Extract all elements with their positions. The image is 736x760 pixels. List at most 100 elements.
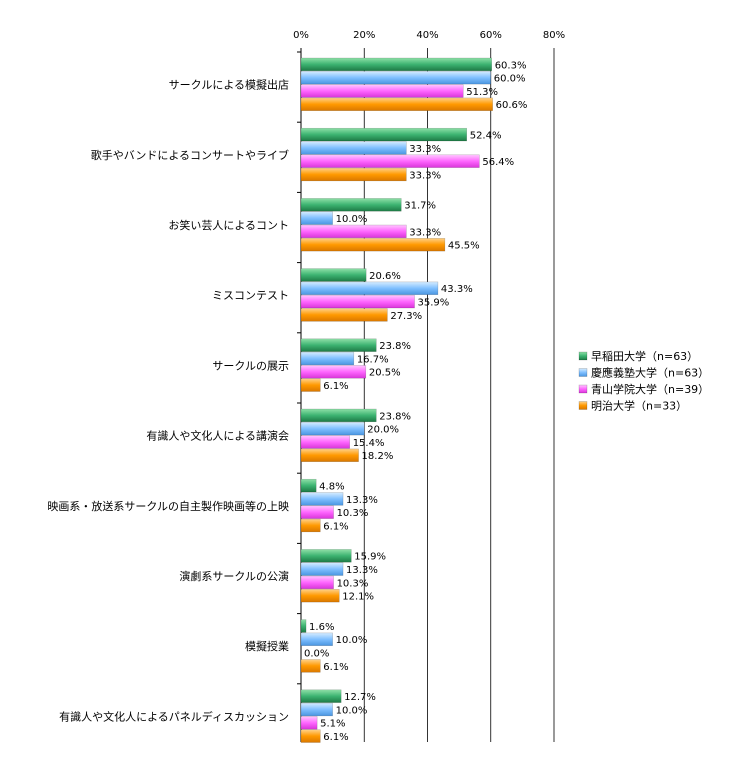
bar bbox=[300, 492, 344, 506]
bar bbox=[300, 84, 464, 98]
bar bbox=[300, 518, 321, 533]
bar bbox=[300, 154, 480, 168]
x-tick-label: 40% bbox=[416, 30, 438, 41]
legend: 早稲田大学（n=63） 慶應義塾大学（n=63） 青山学院大学（n=39） 明治大学（… bbox=[578, 349, 709, 413]
data-label: 23.8% bbox=[379, 411, 411, 422]
legend-label: 青山学院大学（n=39） bbox=[591, 382, 709, 396]
category-label: 有識人や文化人によるパネルディスカッション bbox=[59, 709, 289, 723]
category-label: 有識人や文化人による講演会 bbox=[146, 429, 289, 443]
legend-label: 早稲田大学（n=63） bbox=[591, 349, 698, 363]
bar bbox=[300, 294, 415, 309]
data-label: 45.5% bbox=[448, 241, 480, 252]
data-label: 43.3% bbox=[441, 284, 473, 295]
x-tick-label: 20% bbox=[353, 30, 375, 41]
bar bbox=[300, 659, 321, 673]
category-label: 模擬授業 bbox=[245, 639, 289, 653]
data-label: 16.7% bbox=[357, 354, 389, 365]
bar bbox=[300, 57, 492, 72]
category-label: お笑い芸人によるコント bbox=[168, 218, 289, 232]
data-label: 20.5% bbox=[369, 368, 401, 379]
legend-swatch bbox=[578, 401, 588, 410]
category-label: ミスコンテスト bbox=[212, 289, 289, 302]
x-tick-label: 0% bbox=[293, 30, 309, 41]
data-label: 20.6% bbox=[369, 271, 401, 282]
bar bbox=[300, 97, 493, 111]
category-label: サークルによる模擬出店 bbox=[169, 78, 289, 92]
data-label: 10.0% bbox=[336, 635, 368, 646]
data-label: 10.0% bbox=[336, 214, 368, 225]
data-label: 10.0% bbox=[336, 705, 368, 716]
data-label: 35.9% bbox=[418, 298, 450, 309]
bar bbox=[300, 562, 344, 576]
data-label: 12.1% bbox=[342, 592, 374, 603]
bar bbox=[300, 422, 365, 436]
bar bbox=[300, 435, 350, 449]
data-label: 10.3% bbox=[337, 578, 369, 589]
data-label: 27.3% bbox=[390, 311, 422, 322]
legend-swatch bbox=[578, 368, 588, 377]
data-label: 15.4% bbox=[353, 438, 385, 449]
bar bbox=[300, 351, 355, 366]
bar bbox=[300, 211, 333, 225]
data-label: 13.3% bbox=[346, 495, 378, 506]
bar bbox=[300, 448, 359, 462]
legend-swatch bbox=[578, 351, 588, 361]
bar bbox=[300, 716, 318, 730]
data-label: 5.1% bbox=[320, 719, 345, 730]
data-label: 60.3% bbox=[495, 60, 527, 71]
bar bbox=[300, 127, 467, 142]
category-label: 歌手やバンドによるコンサートやライブ bbox=[91, 148, 289, 162]
data-label: 51.3% bbox=[466, 87, 498, 98]
legend-label: 慶應義塾大学（n=63） bbox=[591, 366, 709, 380]
legend-swatch bbox=[578, 384, 588, 394]
bar bbox=[300, 689, 342, 703]
data-label: 6.1% bbox=[323, 732, 348, 743]
bar bbox=[300, 281, 439, 295]
bar bbox=[300, 619, 307, 633]
data-label: 56.4% bbox=[482, 157, 514, 168]
bar bbox=[300, 71, 491, 85]
data-label: 1.6% bbox=[309, 622, 334, 633]
data-label: 33.3% bbox=[409, 227, 441, 238]
bar bbox=[300, 549, 352, 563]
x-tick-label: 60% bbox=[480, 30, 502, 41]
bar bbox=[300, 365, 367, 379]
data-label: 31.7% bbox=[404, 201, 436, 212]
labels: 0% 20% 40% 60% 80% 60.3% 60.0% 51.3% 60.6% サークルによ… bbox=[47, 30, 565, 743]
data-label: 6.1% bbox=[323, 381, 348, 392]
bar bbox=[300, 198, 402, 212]
data-label: 6.1% bbox=[323, 521, 348, 532]
bars bbox=[300, 57, 493, 743]
data-label: 12.7% bbox=[344, 692, 376, 703]
data-label: 18.2% bbox=[362, 451, 394, 462]
data-label: 20.0% bbox=[367, 425, 399, 436]
bar bbox=[300, 632, 333, 646]
data-label: 60.6% bbox=[496, 100, 528, 111]
data-label: 13.3% bbox=[346, 565, 378, 576]
bar bbox=[300, 408, 377, 423]
bar bbox=[300, 308, 388, 322]
bar bbox=[300, 478, 317, 493]
data-label: 10.3% bbox=[337, 508, 369, 519]
category-label: 演劇系サークルの公演 bbox=[179, 569, 289, 583]
legend-label: 明治大学（n=33） bbox=[591, 399, 687, 413]
bar bbox=[300, 141, 407, 155]
data-label: 23.8% bbox=[379, 341, 411, 352]
bar bbox=[300, 238, 446, 252]
bar bbox=[300, 268, 367, 282]
bar bbox=[300, 729, 321, 743]
bar bbox=[300, 224, 407, 239]
bar bbox=[300, 338, 377, 352]
bar bbox=[300, 378, 321, 392]
data-label: 33.3% bbox=[409, 170, 441, 181]
data-label: 0.0% bbox=[304, 649, 329, 660]
axes bbox=[297, 48, 302, 742]
bar bbox=[300, 702, 333, 717]
bar bbox=[300, 589, 340, 603]
category-label: サークルの展示 bbox=[212, 359, 289, 372]
bar bbox=[300, 167, 407, 182]
data-label: 6.1% bbox=[323, 662, 348, 673]
data-label: 15.9% bbox=[354, 552, 386, 563]
data-label: 4.8% bbox=[319, 482, 344, 493]
